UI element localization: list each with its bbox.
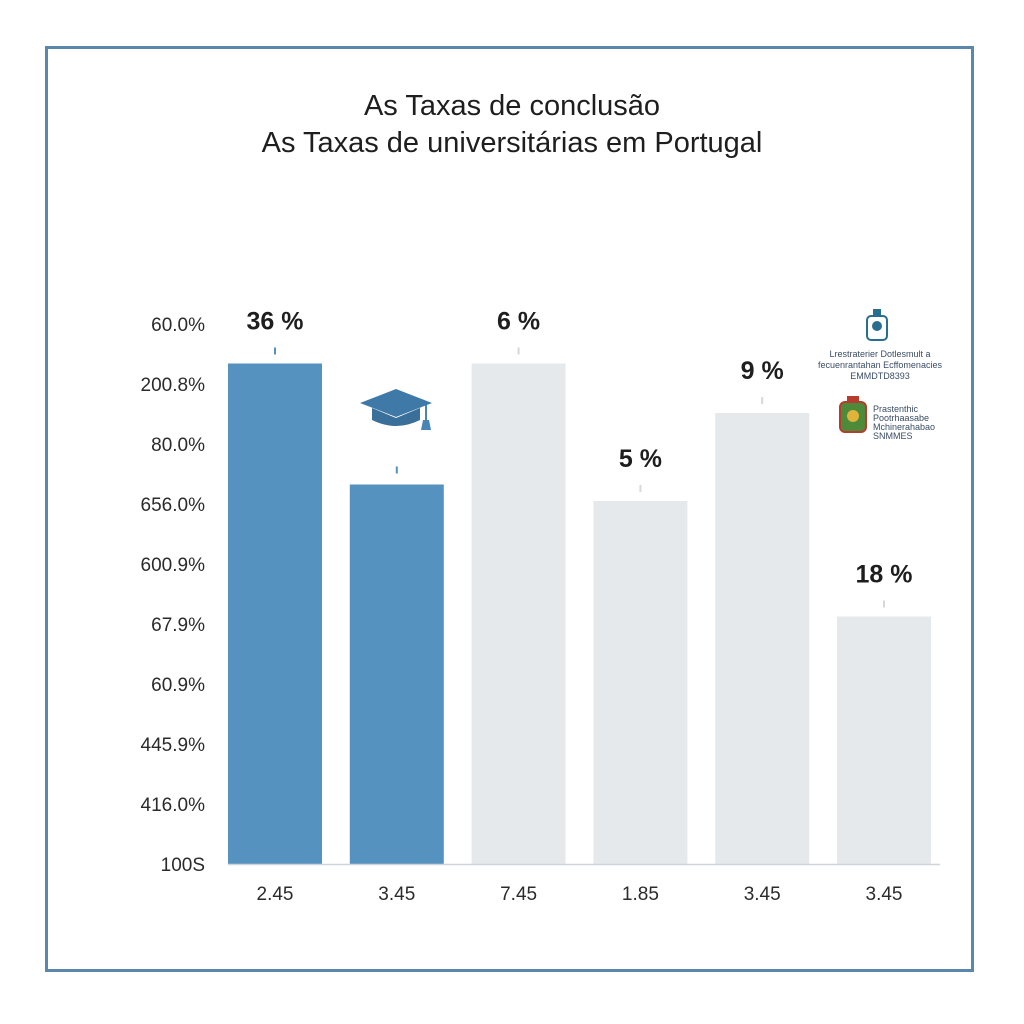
y-tick-label: 600.9% bbox=[141, 555, 206, 576]
bar-marker bbox=[639, 485, 642, 492]
y-tick-label: 60.9% bbox=[151, 675, 205, 696]
bar bbox=[715, 413, 810, 864]
x-tick-label: 3.45 bbox=[378, 884, 415, 905]
graduation-cap-icon bbox=[360, 389, 432, 430]
legend-logos: Lrestraterier Dotlesmult afecuenrantahan… bbox=[818, 309, 942, 441]
bar-marker bbox=[883, 600, 885, 608]
bar bbox=[228, 363, 322, 864]
y-tick-label: 200.8% bbox=[141, 375, 206, 396]
bar bbox=[349, 484, 444, 864]
x-tick-label: 1.85 bbox=[622, 884, 659, 905]
logo-caption: Prastenthic bbox=[873, 404, 919, 414]
y-tick-label: 100S bbox=[161, 855, 205, 876]
logo-caption: Mchinerahabao bbox=[873, 422, 935, 432]
bar bbox=[471, 363, 566, 864]
coat-of-arms-blue-icon bbox=[866, 309, 888, 341]
y-tick-label: 60.0% bbox=[151, 315, 205, 336]
y-tick-label: 445.9% bbox=[141, 735, 206, 756]
bars bbox=[228, 347, 931, 864]
bar bbox=[593, 501, 688, 864]
y-tick-label: 67.9% bbox=[151, 615, 205, 636]
data-label: 9 % bbox=[741, 357, 784, 385]
x-tick-label: 3.45 bbox=[744, 884, 781, 905]
y-tick-label: 80.0% bbox=[151, 435, 205, 456]
chart-subtitle: As Taxas de universitárias em Portugal bbox=[261, 127, 763, 159]
y-tick-label: 416.0% bbox=[141, 795, 206, 816]
x-axis: 2.45 3.45 7.45 1.85 3.45 3.45 bbox=[257, 884, 903, 905]
data-label: 5 % bbox=[619, 445, 662, 473]
bar-marker bbox=[517, 347, 520, 355]
data-labels: 36 % 6 % 5 % 9 % 18 % bbox=[247, 308, 913, 589]
coat-of-arms-green-icon bbox=[839, 396, 867, 433]
logo-caption: SNMMES bbox=[873, 431, 913, 441]
y-axis: 60.0% 200.8% 80.0% 656.0% 600.9% 67.9% 60.9% 44… bbox=[141, 315, 206, 876]
logo-caption: Lrestraterier Dotlesmult a bbox=[829, 349, 930, 359]
data-label: 18 % bbox=[856, 561, 913, 589]
logo-caption: fecuenrantahan Ecffomenacies bbox=[818, 360, 942, 370]
x-tick-label: 3.45 bbox=[866, 884, 903, 905]
y-tick-label: 656.0% bbox=[141, 495, 206, 516]
bar-marker bbox=[395, 466, 398, 474]
bar bbox=[837, 616, 931, 864]
chart-title: As Taxas de conclusão bbox=[363, 90, 661, 122]
data-label: 36 % bbox=[247, 308, 304, 336]
logo-caption: EMMDTD8393 bbox=[850, 371, 910, 381]
bar-marker bbox=[761, 397, 764, 404]
x-tick-label: 2.45 bbox=[257, 884, 294, 905]
data-label: 6 % bbox=[497, 308, 540, 336]
bar-marker bbox=[274, 347, 276, 355]
logo-caption: Pootrhaasabe bbox=[873, 413, 929, 423]
x-tick-label: 7.45 bbox=[500, 884, 537, 905]
